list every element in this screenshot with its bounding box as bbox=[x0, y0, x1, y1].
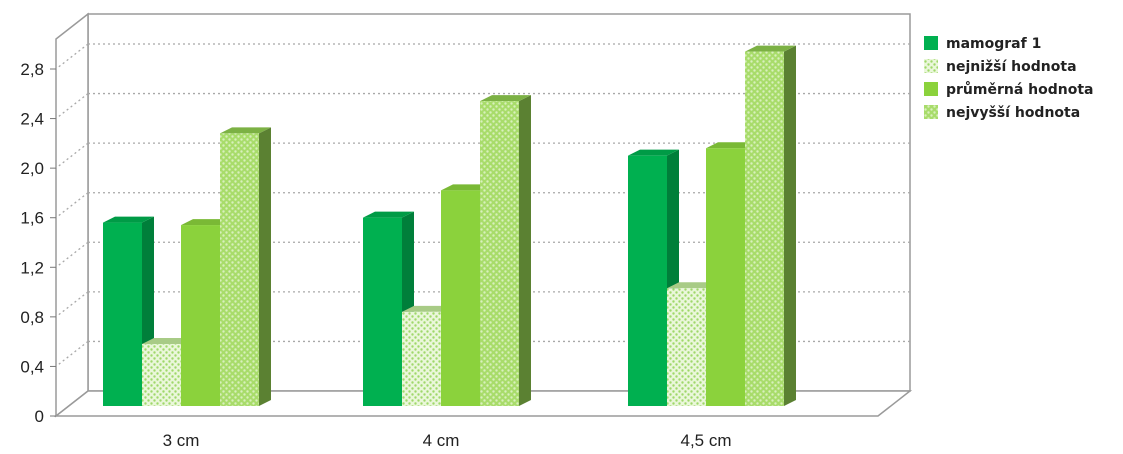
bar-mamograf-1-4-5-cm bbox=[628, 149, 679, 406]
bar-front bbox=[103, 222, 142, 406]
bar-top bbox=[441, 184, 492, 191]
bar-front bbox=[181, 225, 220, 406]
legend-item: nejnižší hodnota bbox=[924, 59, 1077, 75]
bar-top bbox=[220, 127, 271, 134]
y-tick-label: 0,8 bbox=[20, 308, 44, 327]
bar-front bbox=[220, 133, 259, 406]
bar-top bbox=[363, 211, 414, 218]
x-category-label: 4,5 cm bbox=[680, 431, 731, 450]
y-tick-label: 1,2 bbox=[20, 258, 44, 277]
legend-item: průměrná hodnota bbox=[924, 81, 1094, 98]
bar-top bbox=[667, 282, 718, 289]
bar-nejvyšší-hodnota-4-cm bbox=[480, 95, 531, 406]
gridline-side bbox=[55, 93, 89, 120]
legend-label: nejnižší hodnota bbox=[946, 59, 1077, 75]
gridline-side bbox=[55, 192, 89, 219]
bar-side bbox=[784, 45, 796, 407]
side-wall bbox=[55, 12, 89, 418]
bar-front bbox=[402, 311, 441, 406]
legend-label: průměrná hodnota bbox=[946, 81, 1094, 98]
gridline-side bbox=[55, 340, 89, 367]
legend-item: mamograf 1 bbox=[924, 36, 1041, 52]
bar-side bbox=[259, 127, 271, 406]
bar-top bbox=[628, 149, 679, 156]
bar-front bbox=[441, 190, 480, 406]
bar-front bbox=[628, 155, 667, 406]
gridline-side bbox=[55, 142, 89, 169]
legend-swatch bbox=[924, 105, 938, 119]
bar-top bbox=[103, 216, 154, 223]
gridline-side bbox=[55, 291, 89, 318]
gridline-side bbox=[55, 43, 89, 70]
gridline-side bbox=[55, 241, 89, 268]
legend-swatch bbox=[924, 59, 938, 73]
axes: 0 0,4 0,8 1,2 1,6 2,0 2,4 2,8 3 cm 4 cm 4,5 cm bbox=[20, 60, 731, 450]
bars bbox=[103, 45, 796, 407]
bar-front bbox=[706, 148, 745, 406]
bar-top bbox=[480, 95, 531, 102]
bar-front bbox=[745, 51, 784, 407]
y-tick-label: 1,6 bbox=[20, 209, 44, 228]
y-tick-label: 2,4 bbox=[20, 110, 44, 129]
x-category-label: 4 cm bbox=[423, 431, 460, 450]
legend-label: mamograf 1 bbox=[946, 36, 1041, 52]
x-category-label: 3 cm bbox=[163, 431, 200, 450]
legend-item: nejvyšší hodnota bbox=[924, 105, 1080, 121]
legend: mamograf 1 nejnižší hodnota průměrná hodno… bbox=[924, 36, 1094, 121]
bar-top bbox=[706, 142, 757, 149]
y-tick-label: 0 bbox=[35, 407, 44, 426]
bar-front bbox=[480, 101, 519, 406]
bar-nejvyšší-hodnota-4-5-cm bbox=[745, 45, 796, 407]
bar-top bbox=[402, 305, 453, 312]
bar-front bbox=[142, 344, 181, 406]
bar-top bbox=[181, 219, 232, 226]
y-tick-label: 2,0 bbox=[20, 159, 44, 178]
bar-top bbox=[142, 338, 193, 345]
legend-swatch bbox=[924, 82, 938, 96]
bar-front bbox=[667, 288, 706, 406]
y-tick-label: 2,8 bbox=[20, 60, 44, 79]
legend-swatch bbox=[924, 36, 938, 50]
bar-nejvyšší-hodnota-3-cm bbox=[220, 127, 271, 406]
bar-front bbox=[363, 217, 402, 406]
bar-top bbox=[745, 45, 796, 52]
bar-side bbox=[519, 95, 531, 406]
y-tick-label: 0,4 bbox=[20, 357, 44, 376]
legend-label: nejvyšší hodnota bbox=[946, 105, 1080, 121]
